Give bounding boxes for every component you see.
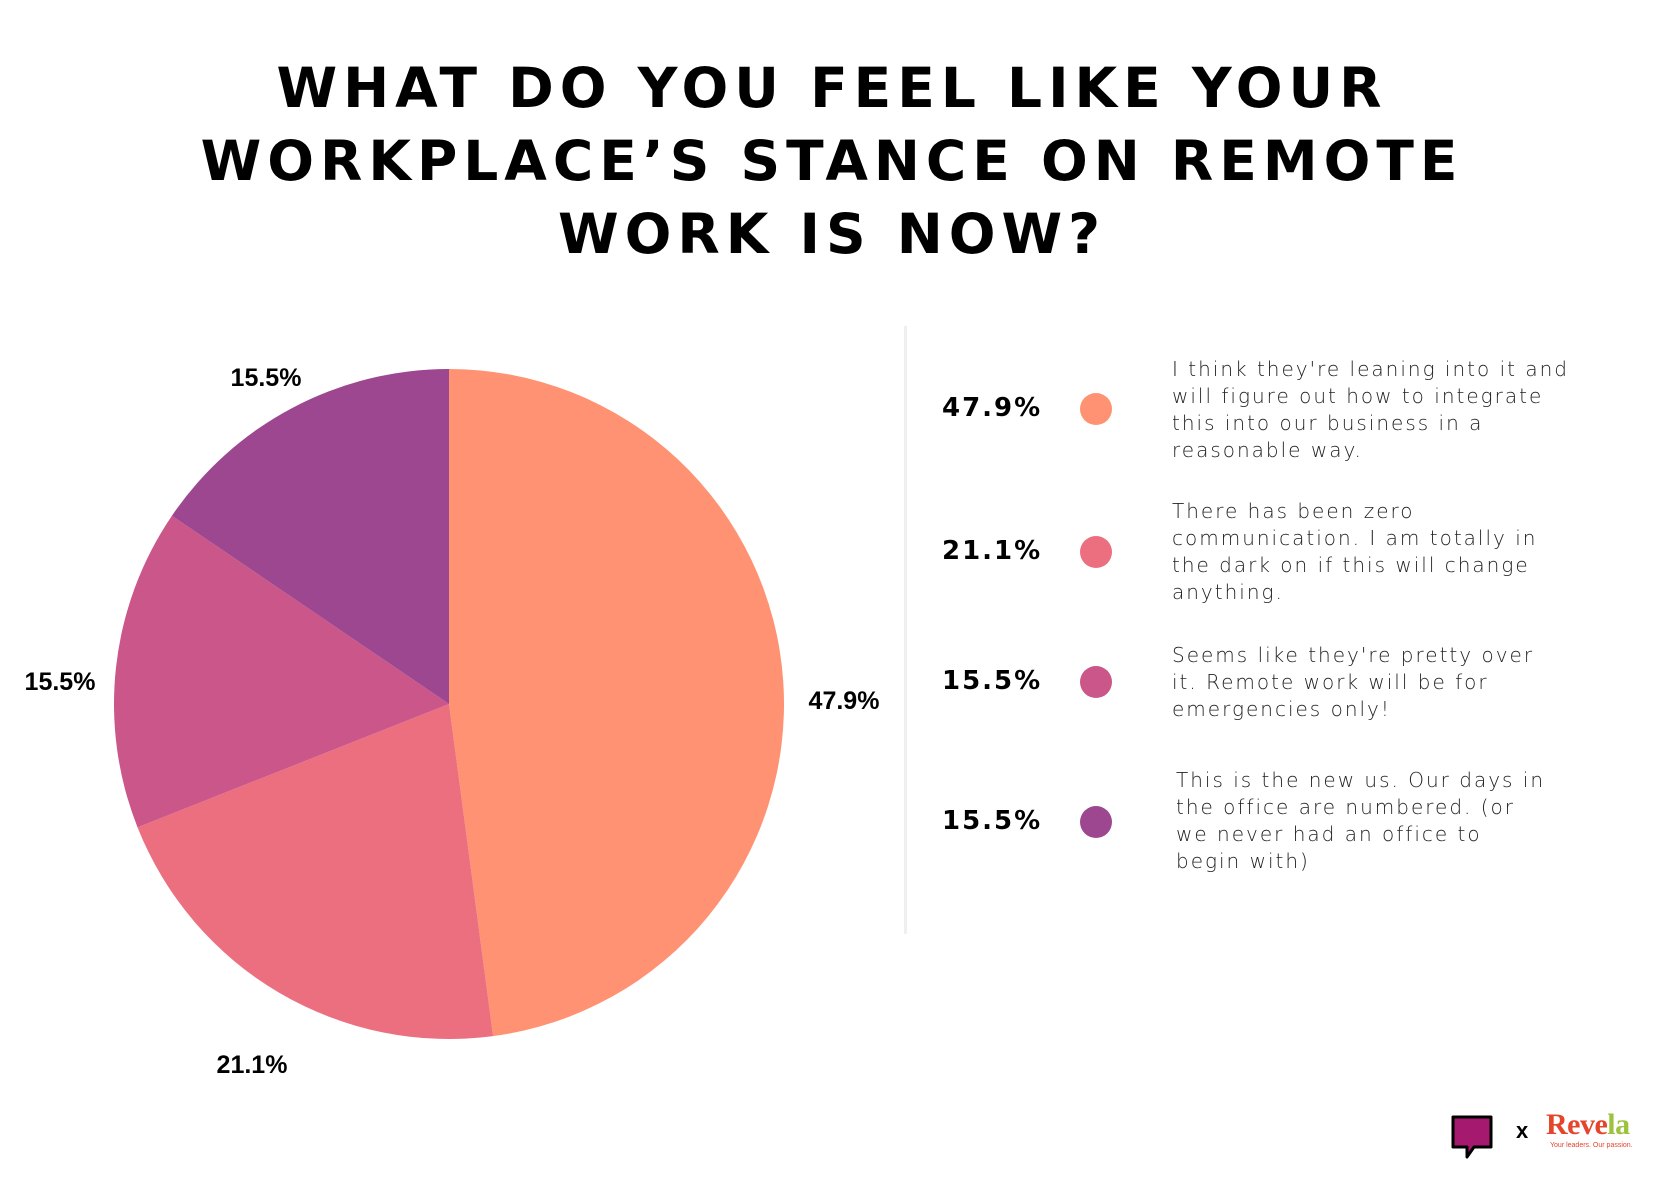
legend-text-line: will figure out how to integrate [1172,384,1544,408]
legend-text-line: anything. [1172,580,1284,604]
pie-slice-label: 15.5% [25,668,96,696]
pie-slice-label: 21.1% [217,1051,288,1079]
legend-swatch [1080,393,1112,425]
pie-slice [137,704,494,1039]
pie-slice [449,369,784,1037]
pie-chart: 47.9% 21.1% 15.5% 15.5% [25,364,880,1079]
divider [904,326,907,934]
legend-text-line: There has been zero [1172,499,1415,523]
legend-text-line: I think they're leaning into it and [1172,357,1569,381]
legend-text-line: we never had an office to [1176,822,1482,846]
legend-text-line: emergencies only! [1172,697,1391,721]
legend-text: Seems like they're pretty over it. Remot… [1172,642,1612,723]
legend-text: There has been zero communication. I am … [1172,498,1612,606]
legend-text-line: begin with) [1176,849,1310,873]
legend-text-line: this into our business in a [1172,411,1484,435]
pie-slice-label: 15.5% [231,364,302,392]
pie-slice-label: 47.9% [809,687,880,715]
title-line: WORKPLACE’S STANCE ON REMOTE [200,129,1464,193]
chat-bubble-logo-icon [1451,1115,1493,1159]
legend-percent: 21.1% [942,536,1043,566]
legend-percent: 15.5% [942,806,1043,836]
revela-logo: Revela [1546,1108,1630,1142]
title-line: WHAT DO YOU FEEL LIKE YOUR [276,56,1388,120]
pie-slice [171,369,449,704]
legend-text-line: the dark on if this will change [1172,553,1530,577]
legend-text-line: reasonable way. [1172,438,1363,462]
revela-logo-accent: la [1607,1108,1630,1141]
legend-text: This is the new us. Our days in the offi… [1176,767,1616,875]
legend-text-line: This is the new us. Our days in [1176,768,1546,792]
pie-slice-labels: 47.9% 21.1% 15.5% 15.5% [25,364,880,1079]
revela-tagline: Your leaders. Our passion. [1550,1142,1633,1149]
legend-text-line: communication. I am totally in [1172,526,1538,550]
legend-text-line: Seems like they're pretty over [1172,643,1535,667]
legend-swatch [1080,806,1112,838]
legend-text-line: the office are numbered. (or [1176,795,1516,819]
legend-swatch [1080,536,1112,568]
legend-percent: 47.9% [942,393,1043,423]
legend-text: I think they're leaning into it and will… [1172,356,1612,464]
legend-text-line: it. Remote work will be for [1172,670,1489,694]
legend-percent: 15.5% [942,666,1043,696]
revela-logo-main: Reve [1546,1108,1608,1141]
title-line: WORK IS NOW? [557,202,1107,266]
chart-title: WHAT DO YOU FEEL LIKE YOUR WORKPLACE’S S… [0,52,1664,271]
pie-slices [113,369,784,1039]
legend-swatch [1080,666,1112,698]
logo-separator: x [1516,1118,1529,1143]
pie-slice [113,515,449,828]
